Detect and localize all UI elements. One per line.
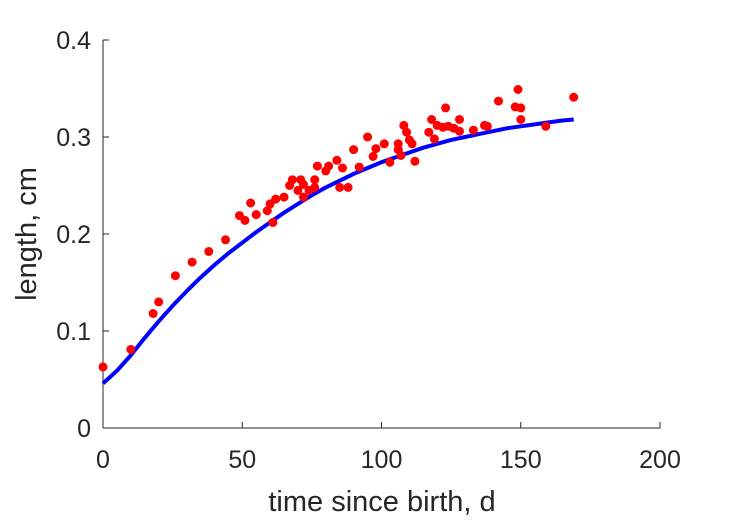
data-point: [410, 156, 420, 166]
tick-labels: 0 50 100 150 200 0 0.1 0.2 0.3 0.4: [56, 27, 681, 474]
data-point: [427, 115, 437, 124]
x-tick-label: 150: [500, 446, 542, 474]
data-point: [251, 210, 261, 220]
data-point: [262, 206, 272, 216]
fit-curve: [101, 117, 574, 385]
data-point: [455, 115, 464, 124]
y-tick-label: 0.4: [56, 27, 91, 55]
data-point: [569, 92, 579, 102]
data-point: [279, 192, 289, 202]
data-point: [271, 194, 281, 204]
data-point: [332, 155, 342, 165]
y-axis-label: length, cm: [11, 167, 43, 301]
data-point: [482, 121, 492, 131]
data-point: [399, 120, 409, 130]
data-point: [126, 344, 136, 354]
data-point: [455, 126, 464, 136]
x-tick-label: 100: [361, 446, 403, 474]
data-point: [407, 139, 417, 149]
data-point: [541, 121, 551, 131]
data-point: [154, 297, 164, 307]
data-point: [335, 182, 345, 192]
data-point: [293, 185, 303, 195]
data-point: [385, 157, 395, 167]
data-point: [402, 127, 412, 137]
data-point: [424, 127, 434, 137]
data-point: [310, 182, 320, 192]
data-point: [170, 271, 180, 281]
fit-curve-layer: [101, 117, 574, 385]
data-point: [268, 217, 278, 227]
data-point: [312, 161, 322, 171]
data-point: [371, 144, 381, 154]
data-point: [299, 180, 308, 189]
data-point: [516, 103, 526, 113]
data-points-layer: [98, 85, 579, 372]
x-axis-label: time since birth, d: [268, 486, 495, 518]
data-point: [396, 150, 406, 160]
data-point: [324, 161, 334, 171]
x-tick-label: 0: [96, 446, 110, 474]
y-tick-label: 0.2: [56, 221, 91, 249]
data-point: [204, 247, 214, 256]
data-point: [221, 235, 230, 245]
data-point: [494, 96, 503, 106]
data-point: [379, 139, 389, 149]
data-point: [343, 182, 353, 192]
data-point: [299, 192, 308, 202]
data-point: [148, 309, 158, 318]
data-point: [429, 134, 439, 144]
data-point: [349, 145, 359, 155]
x-tick-label: 200: [639, 446, 681, 474]
data-point: [98, 362, 108, 372]
y-tick-label: 0: [77, 415, 91, 443]
data-point: [363, 132, 373, 142]
data-point: [516, 115, 526, 124]
data-point: [287, 175, 297, 185]
data-point: [468, 125, 478, 135]
data-point: [441, 103, 451, 113]
data-point: [246, 198, 256, 208]
y-tick-label: 0.3: [56, 124, 91, 152]
data-point: [240, 215, 250, 225]
data-point: [187, 257, 197, 267]
data-point: [354, 162, 364, 172]
data-point: [338, 163, 347, 173]
data-point: [310, 175, 320, 185]
data-point: [368, 151, 378, 161]
data-point: [513, 85, 523, 94]
y-tick-label: 0.1: [56, 318, 91, 346]
x-tick-label: 50: [228, 446, 256, 474]
